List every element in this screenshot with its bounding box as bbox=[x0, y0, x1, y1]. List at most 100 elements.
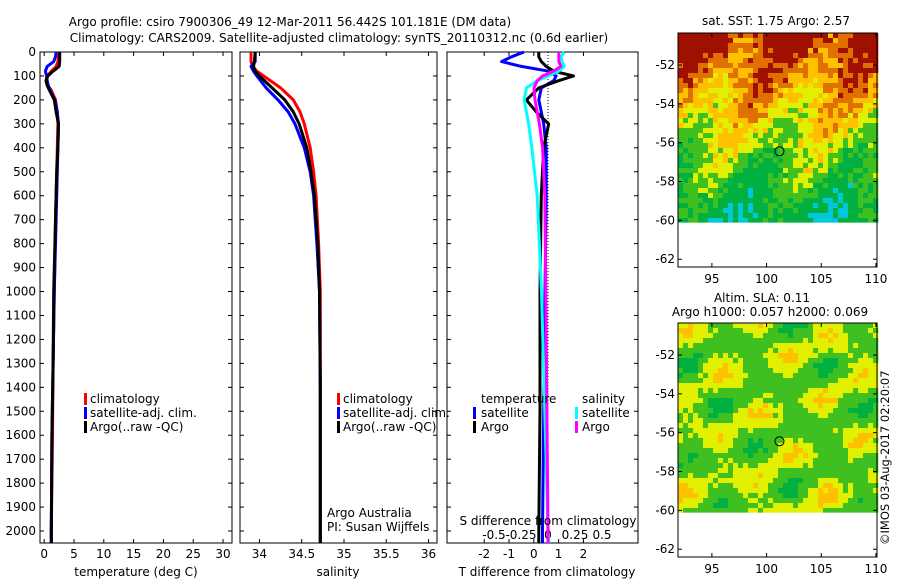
y-tick-label: 900 bbox=[13, 261, 36, 275]
heatmap-cell bbox=[723, 423, 729, 429]
heatmap-cell bbox=[743, 143, 749, 149]
heatmap-cell bbox=[788, 353, 794, 359]
heatmap-cell bbox=[838, 33, 844, 39]
heatmap-cell bbox=[693, 378, 699, 384]
heatmap-cell bbox=[818, 368, 824, 374]
heatmap-cell bbox=[868, 448, 874, 454]
heatmap-cell bbox=[803, 398, 809, 404]
heatmap-cell bbox=[843, 413, 849, 419]
heatmap-cell bbox=[703, 408, 709, 414]
heatmap-cell bbox=[863, 183, 869, 189]
heatmap-cell bbox=[853, 448, 859, 454]
heatmap-cell bbox=[803, 143, 809, 149]
heatmap-cell bbox=[823, 443, 829, 449]
heatmap-cell bbox=[838, 198, 844, 204]
heatmap-cell bbox=[708, 473, 714, 479]
heatmap-cell bbox=[823, 413, 829, 419]
heatmap-cell bbox=[718, 458, 724, 464]
heatmap-cell bbox=[823, 48, 829, 54]
heatmap-cell bbox=[713, 173, 719, 179]
heatmap-cell bbox=[833, 98, 839, 104]
heatmap-cell bbox=[693, 443, 699, 449]
heatmap-cell bbox=[813, 423, 819, 429]
heatmap-cell bbox=[848, 208, 854, 214]
heatmap-cell bbox=[788, 418, 794, 424]
heatmap-cell bbox=[818, 443, 824, 449]
heatmap-cell bbox=[803, 38, 809, 44]
heatmap-cell bbox=[758, 453, 764, 459]
heatmap-cell bbox=[688, 113, 694, 119]
heatmap-cell bbox=[823, 478, 829, 484]
heatmap-cell bbox=[848, 158, 854, 164]
heatmap-cell bbox=[778, 218, 784, 223]
heatmap-cell bbox=[748, 153, 754, 159]
heatmap-cell bbox=[828, 43, 834, 49]
heatmap-cell bbox=[678, 468, 684, 474]
heatmap-cell bbox=[748, 178, 754, 184]
heatmap-cell bbox=[678, 498, 684, 504]
heatmap-cell bbox=[818, 143, 824, 149]
heatmap-cell bbox=[838, 368, 844, 374]
heatmap-cell bbox=[798, 138, 804, 144]
heatmap-cell bbox=[718, 168, 724, 174]
heatmap-cell bbox=[698, 448, 704, 454]
heatmap-cell bbox=[808, 423, 814, 429]
heatmap-cell bbox=[843, 433, 849, 439]
heatmap-cell bbox=[823, 458, 829, 464]
heatmap-cell bbox=[818, 208, 824, 214]
heatmap-cell bbox=[693, 153, 699, 159]
heatmap-cell bbox=[818, 58, 824, 64]
heatmap-cell bbox=[838, 118, 844, 124]
heatmap-cell bbox=[683, 108, 689, 114]
heatmap-cell bbox=[748, 408, 754, 414]
heatmap-cell bbox=[758, 483, 764, 489]
heatmap-cell bbox=[713, 508, 719, 513]
heatmap-cell bbox=[768, 148, 774, 154]
heatmap-cell bbox=[698, 78, 704, 84]
heatmap-cell bbox=[733, 103, 739, 109]
heatmap-cell bbox=[833, 458, 839, 464]
heatmap-cell bbox=[858, 163, 864, 169]
heatmap-cell bbox=[853, 348, 859, 354]
heatmap-cell bbox=[858, 138, 864, 144]
heatmap-cell bbox=[793, 208, 799, 214]
heatmap-cell bbox=[683, 323, 689, 329]
heatmap-cell bbox=[738, 58, 744, 64]
heatmap-cell bbox=[783, 443, 789, 449]
heatmap-cell bbox=[798, 503, 804, 509]
heatmap-cell bbox=[828, 188, 834, 194]
heatmap-cell bbox=[823, 368, 829, 374]
heatmap-cell bbox=[778, 198, 784, 204]
heatmap-cell bbox=[748, 83, 754, 89]
heatmap-cell bbox=[808, 363, 814, 369]
heatmap-cell bbox=[823, 353, 829, 359]
heatmap-cell bbox=[808, 178, 814, 184]
heatmap-cell bbox=[833, 363, 839, 369]
heatmap-cell bbox=[828, 183, 834, 189]
heatmap-cell bbox=[678, 198, 684, 204]
heatmap-cell bbox=[688, 78, 694, 84]
heatmap-cell bbox=[743, 58, 749, 64]
heatmap-cell bbox=[838, 158, 844, 164]
heatmap-cell bbox=[848, 48, 854, 54]
heatmap-cell bbox=[783, 388, 789, 394]
heatmap-cell bbox=[858, 88, 864, 94]
heatmap-cell bbox=[798, 168, 804, 174]
heatmap-cell bbox=[868, 333, 874, 339]
heatmap-cell bbox=[858, 378, 864, 384]
heatmap-cell bbox=[838, 408, 844, 414]
heatmap-cell bbox=[708, 453, 714, 459]
heatmap-cell bbox=[698, 118, 704, 124]
heatmap-cell bbox=[738, 368, 744, 374]
heatmap-cell bbox=[698, 153, 704, 159]
heatmap-cell bbox=[773, 438, 779, 444]
heatmap-cell bbox=[813, 208, 819, 214]
heatmap-cell bbox=[818, 63, 824, 69]
heatmap-cell bbox=[853, 473, 859, 479]
heatmap-cell bbox=[733, 373, 739, 379]
heatmap-cell bbox=[788, 73, 794, 79]
heatmap-cell bbox=[708, 458, 714, 464]
heatmap-cell bbox=[743, 78, 749, 84]
heatmap-cell bbox=[708, 213, 714, 219]
heatmap-cell bbox=[803, 378, 809, 384]
